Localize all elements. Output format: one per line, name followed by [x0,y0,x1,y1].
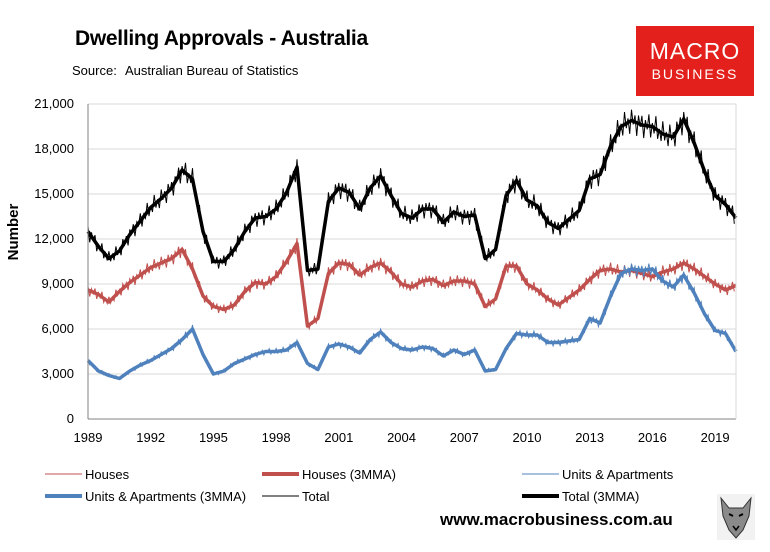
y-tick-label: 0 [67,411,74,426]
units-line [87,263,735,380]
x-tick-label: 2004 [387,430,416,445]
website-url: www.macrobusiness.com.au [440,510,673,529]
legend-label: Houses (3MMA) [302,467,396,482]
logo-line-2: BUSINESS [651,66,739,82]
x-tick-label: 1998 [262,430,291,445]
y-tick-label: 15,000 [34,186,74,201]
logo-line-1: MACRO [649,38,741,64]
x-tick-label: 2001 [324,430,353,445]
x-tick-label: 1992 [136,430,165,445]
legend-label: Total [302,489,330,504]
legend-label: Houses [85,467,130,482]
macrobusiness-logo: MACRO BUSINESS [636,26,754,96]
units-3mma-line [86,267,738,381]
y-axis-label: Number [5,204,22,261]
x-tick-labels: 1989 1992 1995 1998 2001 2004 2007 2010 2013 2016… [74,430,730,445]
y-tick-label: 18,000 [34,141,74,156]
source-label: Source: [72,63,117,78]
y-tick-label: 9,000 [41,276,74,291]
legend-label: Units & Apartments (3MMA) [85,489,246,504]
source-value: Australian Bureau of Statistics [125,63,299,78]
legend-label: Units & Apartments [562,467,674,482]
x-tick-label: 2007 [450,430,479,445]
x-tick-label: 1989 [74,430,103,445]
x-tick-label: 2019 [701,430,730,445]
x-tick-label: 1995 [199,430,228,445]
wolf-logo-icon [717,494,755,540]
legend: Houses Houses (3MMA) Units & Apartments Uni… [45,467,674,504]
total-3mma-line [86,117,738,273]
gridlines [88,103,736,375]
houses-3mma-line [87,241,737,328]
y-tick-label: 21,000 [34,96,74,111]
y-tick-label: 6,000 [41,321,74,336]
x-tick-label: 2010 [513,430,542,445]
x-tick-label: 2016 [638,430,667,445]
legend-label: Total (3MMA) [562,489,639,504]
y-tick-labels: 0 3,000 6,000 9,000 12,000 15,000 18,000 21,000 [34,96,74,426]
y-tick-label: 3,000 [41,366,74,381]
axes [87,104,737,420]
series-lines [86,109,738,381]
x-tick-label: 2013 [575,430,604,445]
y-tick-label: 12,000 [34,231,74,246]
chart-title: Dwelling Approvals - Australia [75,27,368,50]
